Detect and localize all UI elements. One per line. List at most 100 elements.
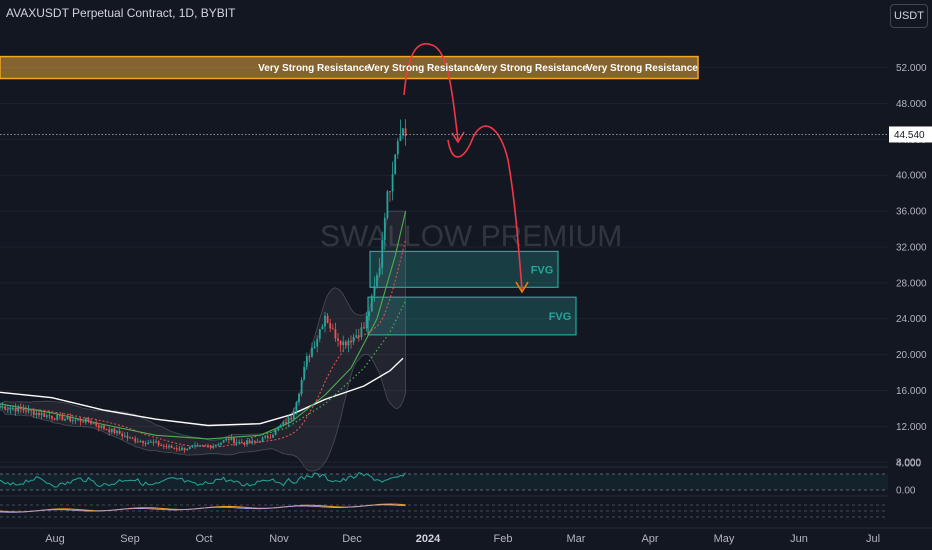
candle-body: [191, 446, 194, 448]
candle-body: [175, 448, 178, 450]
candle-body: [121, 433, 124, 437]
candle-body: [370, 295, 373, 312]
candle-body: [201, 445, 204, 447]
price-tick-label: 40.000: [896, 171, 927, 182]
candle-body: [352, 336, 355, 343]
projection-path-2: [447, 125, 523, 291]
candle-body: [220, 442, 222, 445]
candle-body: [199, 445, 202, 447]
candle-body: [147, 442, 150, 444]
candle-body: [116, 430, 118, 434]
candle-body: [173, 447, 176, 449]
candle-body: [113, 428, 116, 434]
candle-body: [292, 411, 295, 420]
year-tick-label: 2024: [416, 533, 441, 545]
price-tick-label: 28.000: [896, 278, 927, 289]
price-tick-label: 16.000: [896, 386, 927, 397]
candle-body: [209, 445, 212, 448]
candle-body: [376, 275, 378, 287]
candle-body: [95, 423, 98, 426]
candle-body: [277, 427, 280, 430]
candle-body: [168, 445, 170, 448]
candle-body: [152, 441, 155, 443]
current-price-tag-bg: [889, 126, 932, 143]
candle-body: [324, 315, 326, 327]
oscillator-line: [0, 472, 407, 488]
candle-body: [131, 437, 134, 439]
candle-body: [181, 447, 183, 450]
resistance-label: Very Strong Resistance: [258, 63, 370, 74]
candle-body: [48, 415, 51, 417]
candle-body: [123, 435, 126, 437]
candle-body: [12, 408, 14, 410]
resistance-label: Very Strong Resistance: [368, 63, 480, 74]
price-tick-label: 8.000: [896, 458, 921, 469]
candle-body: [389, 191, 391, 193]
fvg-zone-rect: [367, 296, 577, 336]
candle-body: [30, 409, 33, 411]
candle-body: [344, 341, 347, 346]
price-tick-label: 48.000: [896, 99, 927, 110]
candle-body: [355, 335, 358, 337]
candle-body: [69, 416, 72, 422]
resistance-zone: [0, 55, 699, 80]
candle-body: [272, 434, 274, 438]
lower-panel-macd: [0, 495, 888, 518]
fvg-labels: FVG FVG: [531, 264, 572, 323]
candle-body: [51, 416, 53, 419]
candle-body: [248, 440, 251, 443]
candle-body: [363, 327, 365, 329]
candle-body: [381, 240, 384, 269]
candle-body: [97, 425, 100, 428]
candle-body: [230, 437, 233, 441]
candle-body: [0, 406, 1, 408]
candle-body: [32, 410, 35, 415]
candle-body: [79, 419, 82, 422]
projection-path-1: [403, 43, 459, 141]
candle-body: [337, 338, 339, 341]
candle-body: [238, 442, 241, 444]
candle-body: [339, 340, 342, 346]
currency-button[interactable]: USDT: [890, 4, 928, 28]
time-tick-label: Oct: [195, 533, 212, 545]
time-tick-label: Sep: [120, 533, 140, 545]
candle-body: [155, 441, 157, 443]
candle-body: [134, 438, 137, 442]
candle-body: [256, 441, 259, 443]
candle-body: [391, 174, 394, 192]
candle-body: [105, 428, 108, 430]
moving-average-slow: [0, 357, 404, 427]
time-tick-label: May: [714, 533, 735, 545]
candle-body: [316, 338, 319, 347]
time-tick-label: Jun: [790, 533, 808, 545]
candle-body: [233, 437, 235, 444]
time-axis: Aug Sep Oct Nov Dec 2024 Feb Mar Apr May Jun Jul: [0, 527, 932, 545]
candle-body: [214, 444, 217, 446]
candle-body: [35, 412, 38, 415]
candle-body: [40, 413, 43, 416]
candle-body: [43, 413, 46, 417]
candle-body: [386, 191, 389, 218]
candle-body: [225, 438, 228, 441]
candle-body: [360, 327, 363, 338]
candle-body: [90, 421, 92, 424]
candle-body: [186, 449, 189, 451]
candle-body: [207, 445, 209, 447]
candle-body: [269, 437, 272, 439]
candle-body: [87, 418, 90, 422]
candle-body: [84, 418, 87, 423]
bollinger-band: [0, 210, 406, 472]
candle-body: [194, 445, 196, 447]
candle-body: [300, 379, 303, 394]
candle-body: [110, 428, 113, 433]
candle-body: [287, 417, 290, 424]
panel-tick-label: 0.00: [896, 486, 916, 497]
candle-body: [285, 422, 287, 424]
projection-arrow: [403, 43, 529, 294]
candle-body: [1, 406, 4, 408]
candle-body: [240, 442, 243, 444]
candle-body: [305, 356, 308, 367]
candles: [0, 119, 407, 454]
resistance-label: Very Strong Resistance: [586, 63, 698, 74]
